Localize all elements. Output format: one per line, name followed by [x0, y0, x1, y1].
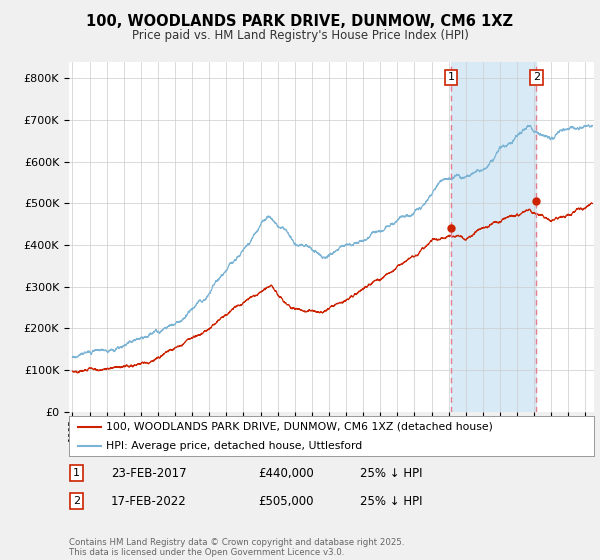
Bar: [451, 62, 536, 412]
Text: £505,000: £505,000: [258, 494, 314, 508]
Text: 1: 1: [448, 72, 455, 82]
Text: 17-FEB-2022: 17-FEB-2022: [111, 494, 187, 508]
Text: 25% ↓ HPI: 25% ↓ HPI: [360, 494, 422, 508]
Text: 100, WOODLANDS PARK DRIVE, DUNMOW, CM6 1XZ: 100, WOODLANDS PARK DRIVE, DUNMOW, CM6 1…: [86, 14, 514, 29]
Text: 100, WOODLANDS PARK DRIVE, DUNMOW, CM6 1XZ (detached house): 100, WOODLANDS PARK DRIVE, DUNMOW, CM6 1…: [106, 422, 493, 432]
Text: Contains HM Land Registry data © Crown copyright and database right 2025.
This d: Contains HM Land Registry data © Crown c…: [69, 538, 404, 557]
Text: 1: 1: [73, 468, 80, 478]
Text: 2: 2: [73, 496, 80, 506]
Text: £440,000: £440,000: [258, 466, 314, 480]
Text: HPI: Average price, detached house, Uttlesford: HPI: Average price, detached house, Uttl…: [106, 441, 362, 450]
Text: 25% ↓ HPI: 25% ↓ HPI: [360, 466, 422, 480]
Text: 23-FEB-2017: 23-FEB-2017: [111, 466, 187, 480]
Text: Price paid vs. HM Land Registry's House Price Index (HPI): Price paid vs. HM Land Registry's House …: [131, 29, 469, 42]
Text: 2: 2: [533, 72, 540, 82]
